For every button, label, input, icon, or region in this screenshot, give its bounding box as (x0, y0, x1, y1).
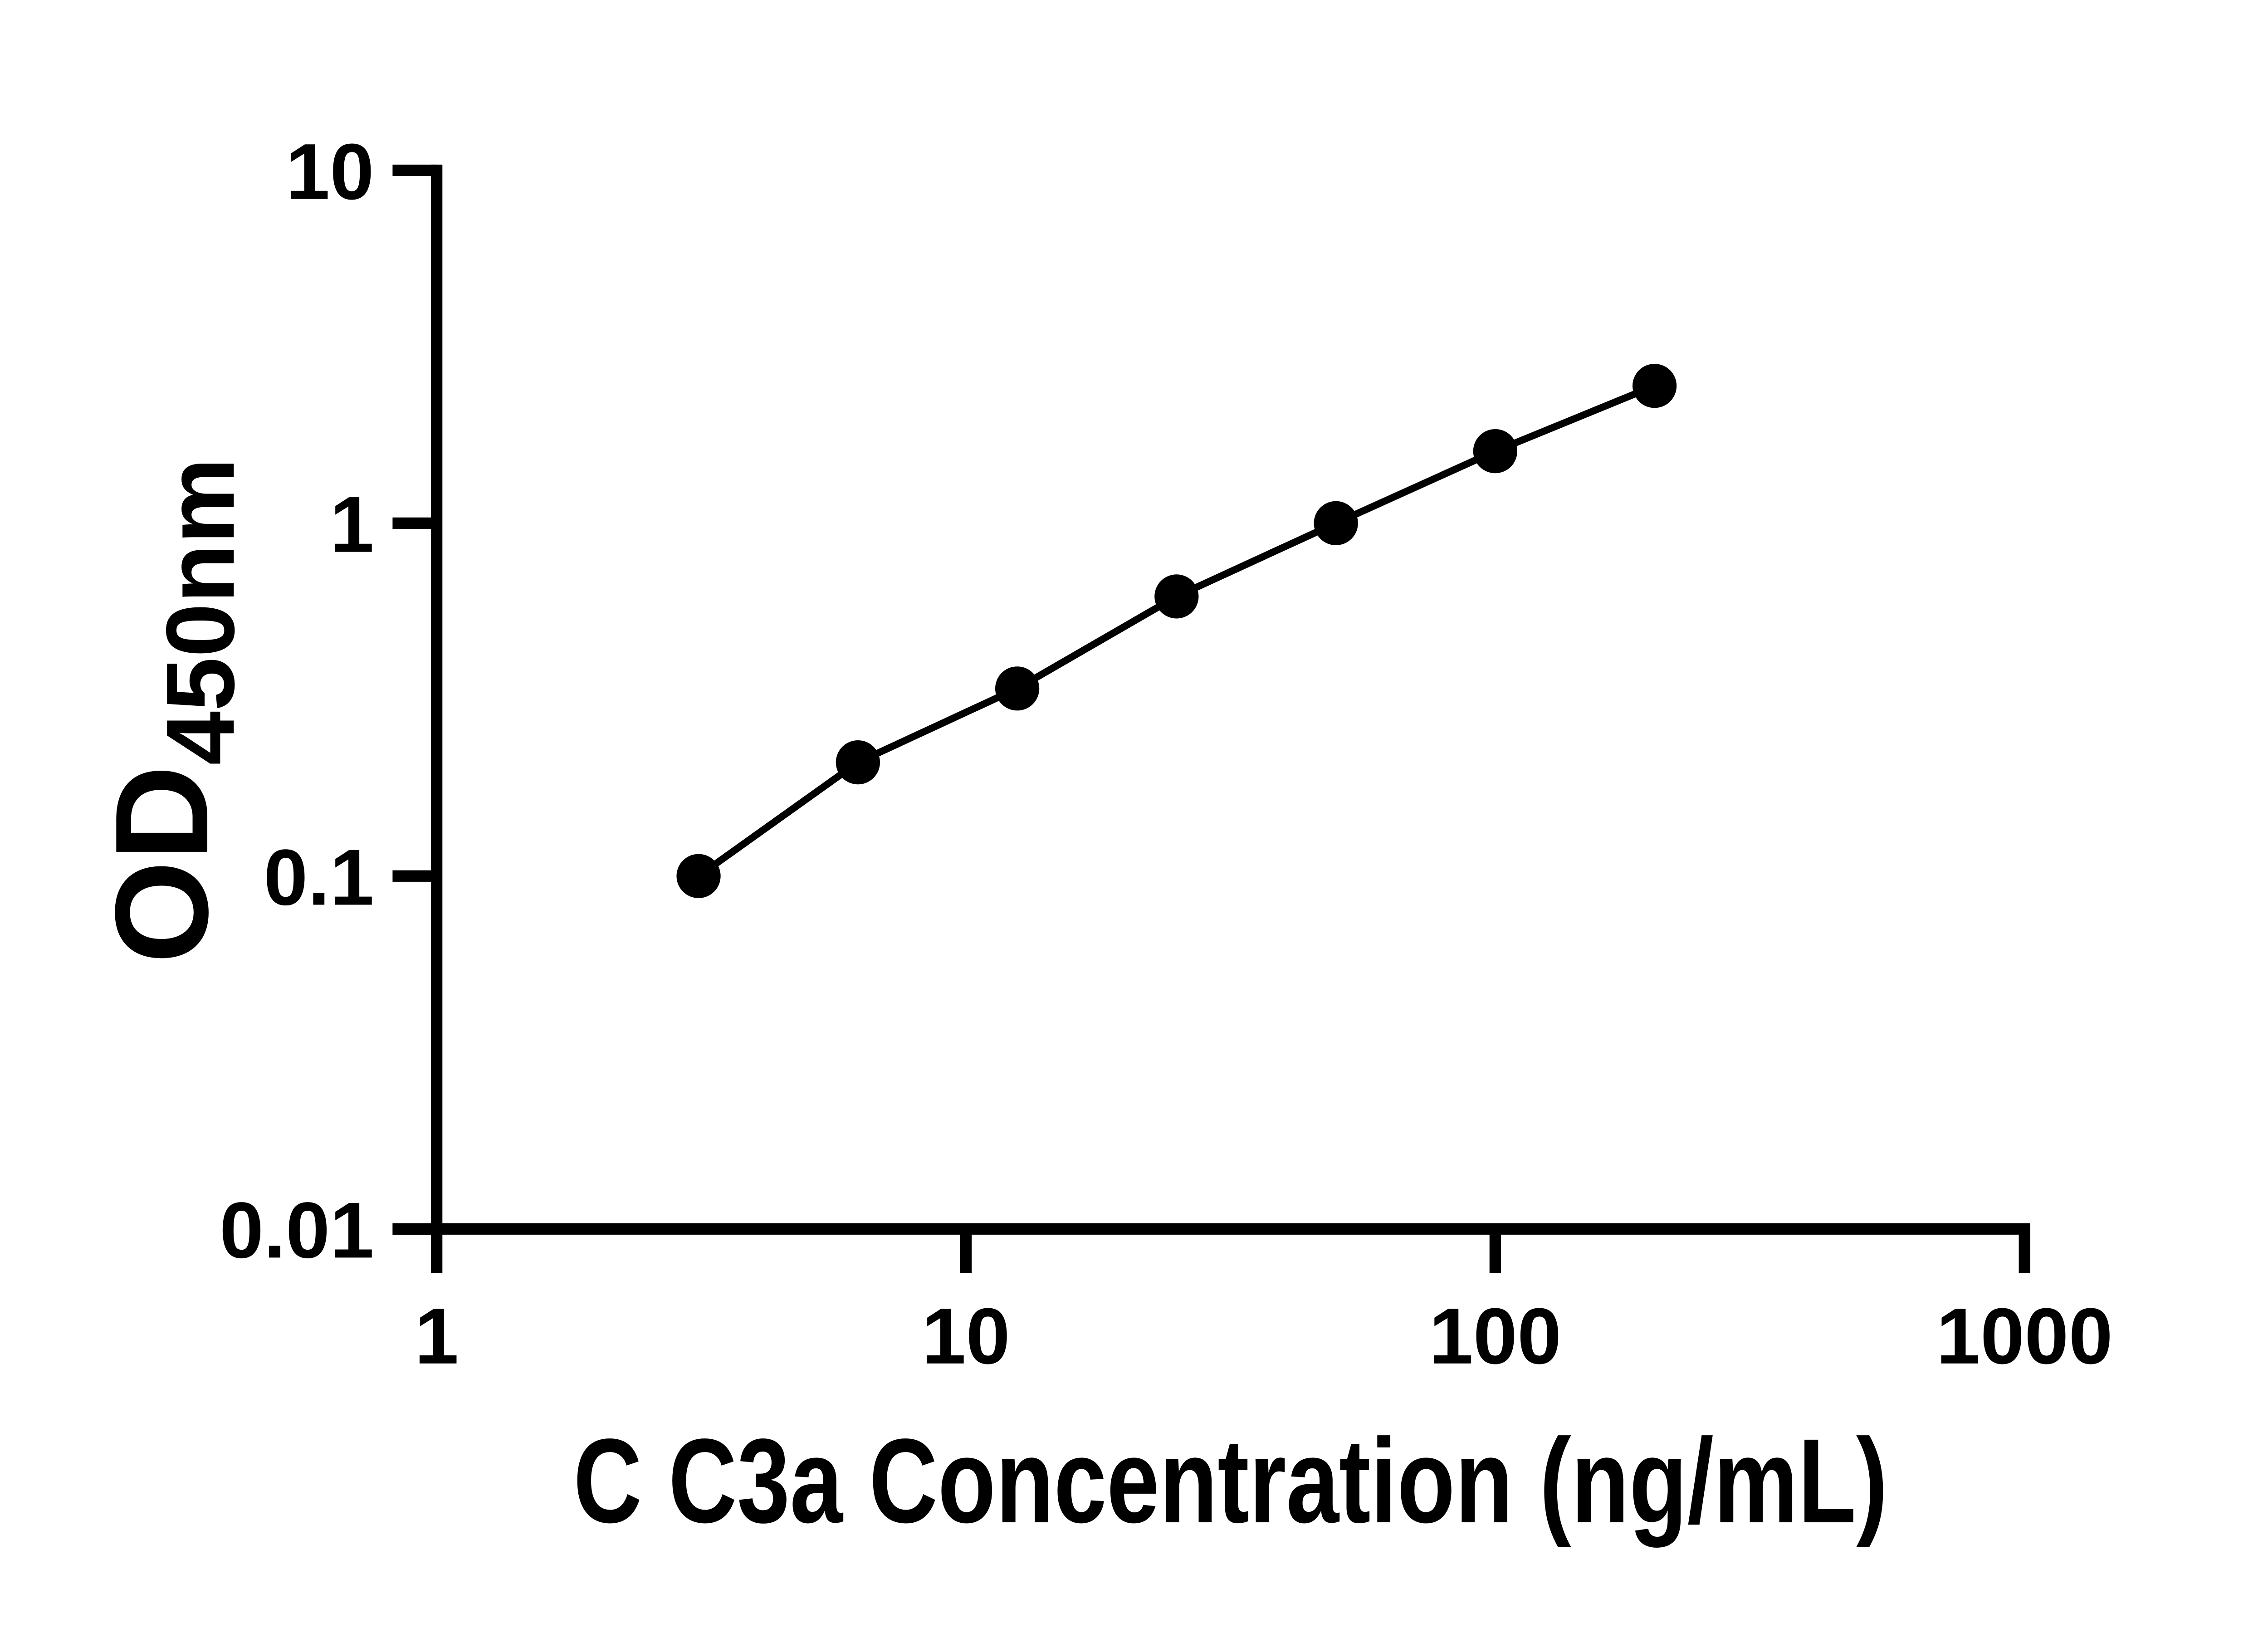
data-series (676, 364, 1677, 898)
x-tick-label: 10 (922, 1292, 1010, 1381)
x-axis-tick-labels: 1 10 100 1000 (415, 1292, 2113, 1381)
data-point (1632, 364, 1677, 408)
x-axis-title: C C3a Concentration (ng/mL) (573, 1414, 1888, 1549)
x-tick-label: 100 (1429, 1292, 1561, 1381)
y-axis-title-subscript: 450nm (146, 458, 254, 765)
y-tick-label: 0.01 (220, 1186, 374, 1275)
y-axis-tick-labels: 0.01 0.1 1 10 (220, 128, 374, 1275)
data-point (676, 854, 721, 898)
data-point (1154, 574, 1199, 619)
y-tick-label: 1 (330, 481, 374, 569)
data-point (1473, 429, 1518, 474)
y-tick-label: 10 (286, 128, 374, 216)
y-axis-ticks (392, 164, 437, 1235)
y-axis-title-main: OD (88, 765, 235, 964)
axes (392, 164, 2030, 1235)
y-axis-title: OD450nm (88, 458, 254, 963)
data-point (1314, 501, 1358, 545)
x-axis-ticks (431, 1229, 2030, 1273)
data-point (836, 740, 880, 785)
x-tick-label: 1000 (1936, 1292, 2113, 1381)
y-tick-label: 0.1 (264, 833, 374, 922)
data-point (995, 666, 1040, 711)
x-tick-label: 1 (415, 1292, 459, 1381)
